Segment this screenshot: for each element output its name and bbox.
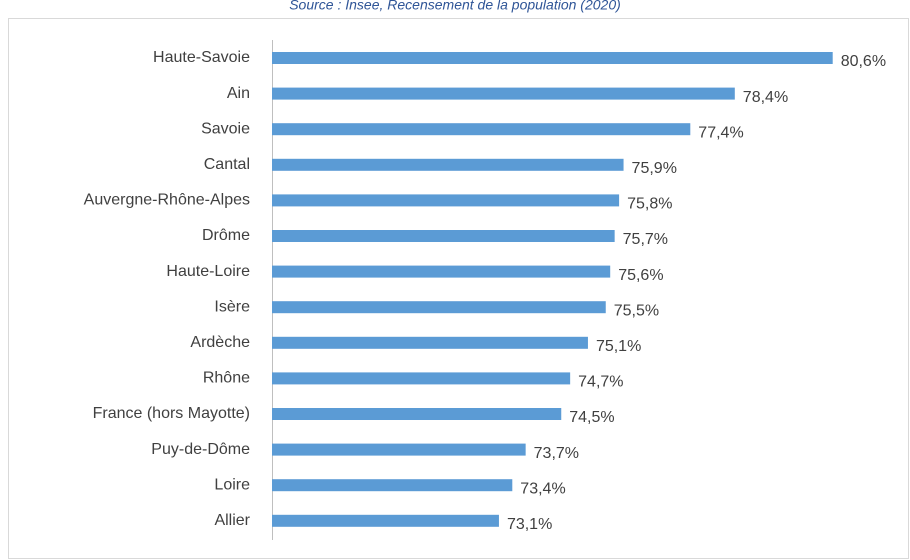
bar (272, 123, 691, 136)
category-label: Drôme (202, 227, 250, 244)
category-label: Ardèche (190, 334, 250, 351)
bar (272, 230, 615, 242)
chart-frame (8, 18, 909, 559)
category-label: Rhône (203, 370, 250, 387)
bar (272, 265, 611, 278)
bar (272, 336, 588, 349)
category-label: Haute-Savoie (153, 49, 250, 66)
value-label: 75,9% (632, 160, 677, 177)
value-label: 77,4% (698, 124, 743, 141)
value-label: 73,1% (507, 516, 552, 533)
value-label: 78,4% (743, 89, 788, 106)
category-label: Auvergne-Rhône-Alpes (84, 192, 250, 209)
category-label: Cantal (204, 156, 250, 173)
category-label: France (hors Mayotte) (93, 405, 250, 422)
category-label: Isère (214, 298, 250, 315)
category-label: Loire (214, 476, 250, 493)
chart-title: Source : Insee, Recensement de la popula… (289, 0, 621, 13)
bar (272, 158, 624, 171)
category-label: Savoie (201, 120, 250, 137)
value-label: 75,8% (627, 196, 672, 213)
value-label: 80,6% (841, 53, 886, 70)
value-label: 75,7% (623, 231, 668, 248)
value-label: 73,7% (534, 445, 579, 462)
value-label: 74,7% (578, 374, 623, 391)
value-label: 75,5% (614, 302, 659, 319)
bar (272, 479, 513, 492)
bar (272, 301, 606, 314)
category-label: Ain (227, 85, 250, 102)
bar (272, 87, 735, 100)
bar (272, 514, 499, 527)
category-label: Puy-de-Dôme (151, 441, 250, 458)
bar (272, 372, 571, 385)
category-label: Haute-Loire (166, 263, 250, 280)
value-label: 74,5% (569, 409, 614, 426)
category-label: Allier (214, 512, 250, 529)
bar (272, 194, 620, 207)
value-label: 75,1% (596, 338, 641, 355)
value-label: 75,6% (618, 267, 663, 284)
bar (272, 52, 833, 64)
bar (272, 408, 562, 420)
value-label: 73,4% (520, 480, 565, 497)
bar (272, 443, 526, 456)
